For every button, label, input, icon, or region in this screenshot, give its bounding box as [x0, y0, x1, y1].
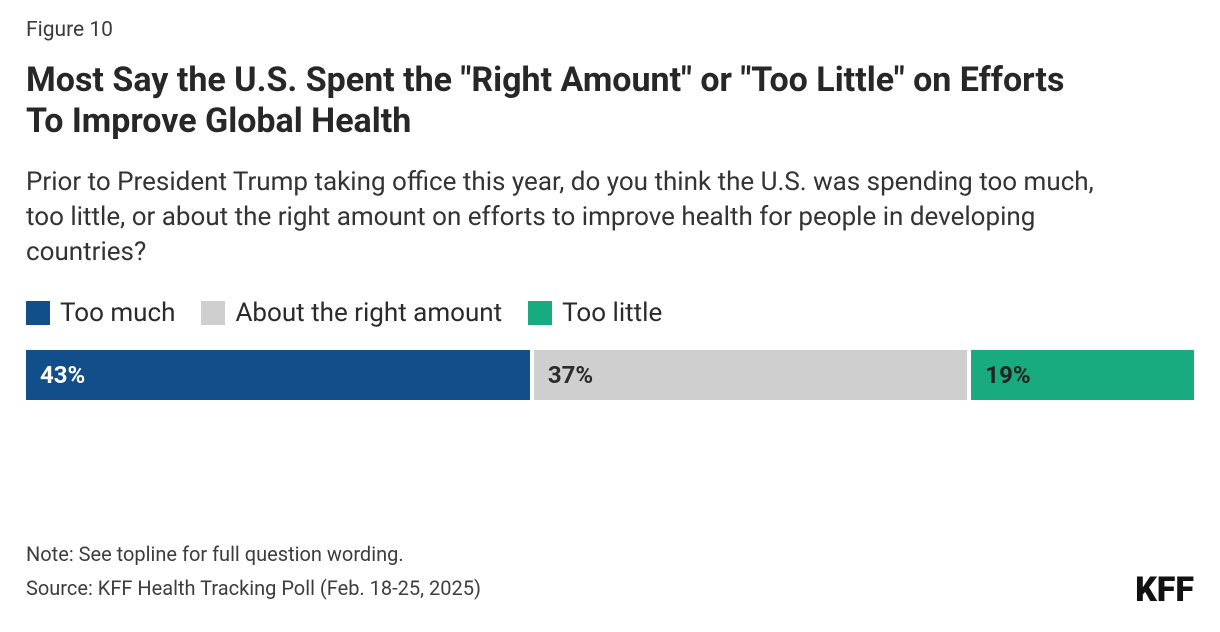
figure-number: Figure 10	[26, 18, 1194, 42]
bar-segment-too-much: 43%	[26, 350, 530, 400]
legend-swatch-too-little	[528, 301, 552, 325]
legend-swatch-right-amount	[201, 301, 225, 325]
legend-item-too-little: Too little	[528, 298, 662, 328]
bar-segment-too-little: 19%	[971, 350, 1194, 400]
legend-label-right-amount: About the right amount	[235, 298, 502, 328]
footer-source: Source: KFF Health Tracking Poll (Feb. 1…	[26, 576, 1194, 600]
footer-note: Note: See topline for full question word…	[26, 542, 1194, 566]
survey-question: Prior to President Trump taking office t…	[26, 165, 1106, 270]
chart-footer: Note: See topline for full question word…	[26, 542, 1194, 610]
stacked-bar: 43% 37% 19%	[26, 350, 1194, 400]
chart-legend: Too much About the right amount Too litt…	[26, 298, 1194, 328]
figure-container: Figure 10 Most Say the U.S. Spent the "R…	[0, 0, 1220, 632]
legend-swatch-too-much	[26, 301, 50, 325]
legend-label-too-much: Too much	[60, 298, 175, 328]
legend-item-right-amount: About the right amount	[201, 298, 502, 328]
legend-item-too-much: Too much	[26, 298, 175, 328]
chart-headline: Most Say the U.S. Spent the "Right Amoun…	[26, 60, 1106, 143]
legend-label-too-little: Too little	[562, 298, 662, 328]
bar-segment-right-amount: 37%	[534, 350, 968, 400]
kff-logo: KFF	[1135, 570, 1194, 610]
